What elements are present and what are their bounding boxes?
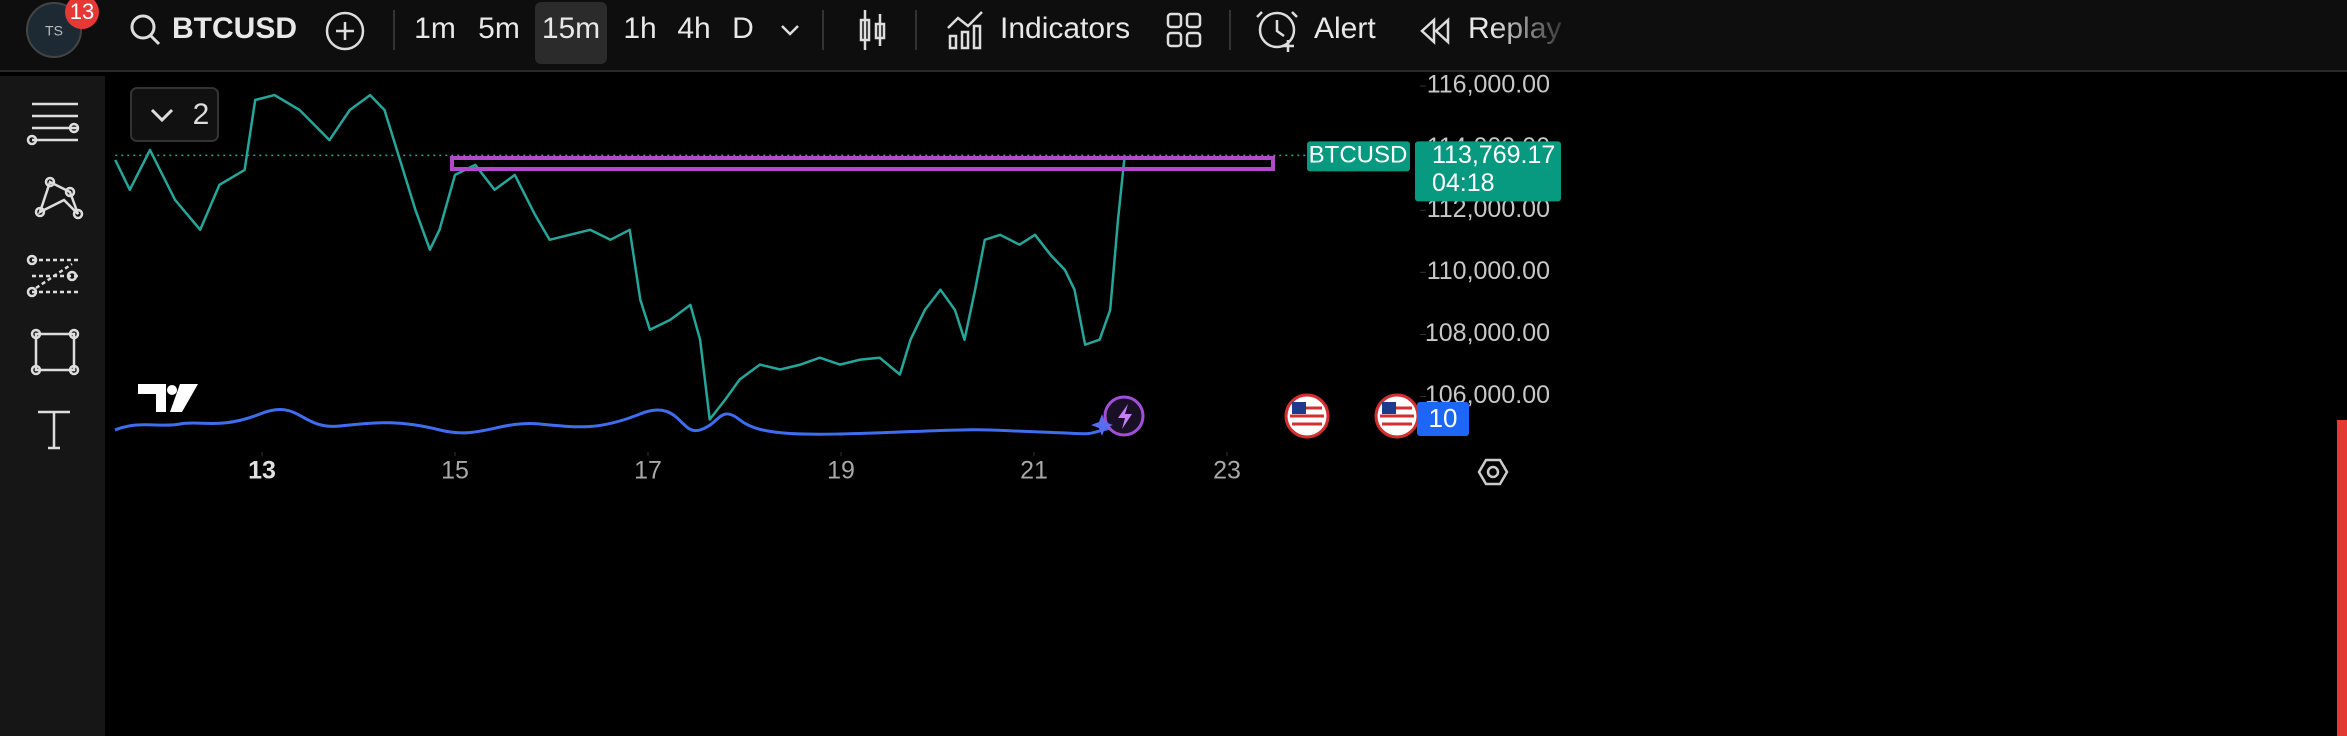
economic-event[interactable] (1374, 393, 1420, 439)
indicators-button[interactable]: Indicators (1000, 12, 1130, 45)
tool-lines[interactable] (26, 102, 80, 146)
add-symbol[interactable] (325, 11, 365, 51)
drawing-toolbar (0, 76, 105, 736)
interval-button[interactable]: D (732, 12, 754, 45)
lightning-icon (1118, 404, 1132, 429)
volume-ma-line (114, 408, 1111, 436)
settings-icon[interactable] (1477, 458, 1509, 486)
badge-count: 13 (70, 0, 94, 24)
layouts-icon[interactable] (1166, 12, 1202, 48)
sparkle-icon (1091, 414, 1113, 436)
interval-button[interactable]: 1m (414, 12, 456, 45)
toolbar-fade (1490, 0, 1570, 68)
symbol-label: BTCUSD (1309, 142, 1408, 169)
event-count: 10 (1429, 403, 1458, 433)
bar-countdown: 04:18 (1432, 169, 1495, 197)
interval-active-bg (535, 2, 607, 64)
chart-type-icon[interactable] (859, 10, 886, 50)
tool-fib[interactable] (26, 254, 78, 298)
last-price-bg (1415, 141, 1561, 202)
collapse-icon (150, 108, 174, 123)
alert-button[interactable]: Alert (1314, 12, 1376, 45)
avatar-initials: TS (45, 23, 63, 39)
time-axis-label: 19 (827, 457, 855, 485)
toolbar (0, 0, 2347, 70)
alert-icon[interactable] (1256, 11, 1298, 52)
interval-dropdown[interactable] (781, 25, 799, 36)
symbol-label-bg (1307, 141, 1410, 172)
collapsed-count: 2 (193, 98, 210, 131)
time-axis-label: 15 (441, 457, 469, 485)
interval-button[interactable]: 4h (677, 12, 710, 45)
add-icon (336, 22, 354, 40)
interval-button[interactable]: 5m (478, 12, 520, 45)
price-axis-label: 110,000.00 (1427, 257, 1550, 285)
indicator-toggle[interactable] (130, 87, 219, 142)
price-axis-label: 116,000.00 (1427, 71, 1550, 99)
time-axis-label: 21 (1020, 457, 1048, 485)
tool-shape[interactable] (30, 328, 80, 376)
price-axis-label: 108,000.00 (1425, 319, 1550, 347)
replay-icon[interactable] (1420, 17, 1450, 45)
tradingview-logo (138, 384, 198, 412)
search-icon[interactable] (130, 14, 156, 40)
tool-text[interactable] (38, 410, 70, 450)
edge-indicator (2337, 420, 2347, 736)
time-axis-label: 17 (634, 457, 662, 485)
search-icon-handle (149, 34, 161, 46)
price-line (114, 93, 1126, 421)
tool-pattern[interactable] (34, 176, 84, 220)
time-axis-label: 23 (1213, 457, 1241, 485)
drawn-rectangle[interactable] (450, 156, 1275, 171)
notification-badge (65, 0, 99, 29)
interval-button[interactable]: 1h (623, 12, 656, 45)
last-price-label: 113,769.17 (1432, 141, 1555, 169)
indicators-icon[interactable] (947, 11, 983, 50)
interval-button[interactable]: 15m (542, 12, 600, 45)
time-axis-label: 13 (248, 457, 276, 485)
economic-event[interactable] (1284, 393, 1330, 439)
symbol-search[interactable]: BTCUSD (172, 12, 297, 45)
event-count-badge (1417, 402, 1469, 436)
